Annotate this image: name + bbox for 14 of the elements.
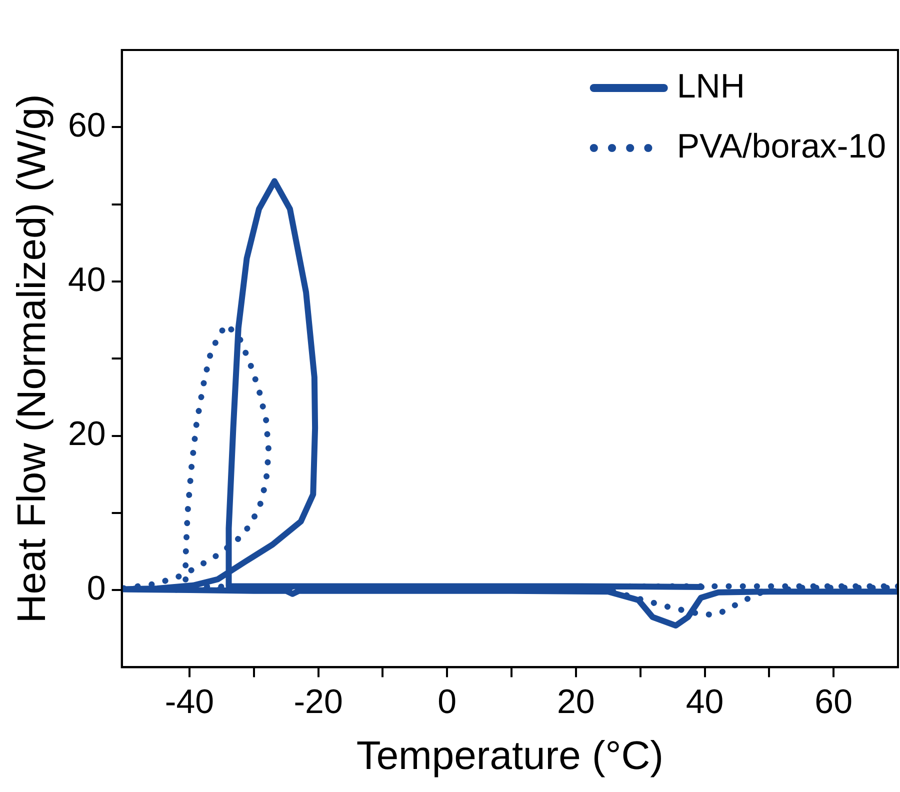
legend-label: LNH	[676, 67, 745, 106]
x-tick-label: -20	[294, 682, 343, 721]
y-tick-label: 0	[86, 569, 106, 608]
x-tick-label: 0	[438, 682, 457, 721]
legend-label: PVA/borax-10	[676, 127, 886, 166]
y-tick-label: 40	[68, 260, 106, 299]
x-tick-label: 20	[557, 682, 595, 721]
x-tick-label: 60	[814, 682, 852, 721]
y-tick-label: 60	[68, 106, 106, 145]
x-tick-label: 40	[686, 682, 724, 721]
y-tick-label: 20	[68, 415, 106, 454]
x-tick-label: -40	[164, 682, 214, 721]
x-axis-title: Temperature (°C)	[356, 734, 664, 778]
y-axis-title: Heat Flow (Normalized) (W/g)	[10, 94, 54, 624]
